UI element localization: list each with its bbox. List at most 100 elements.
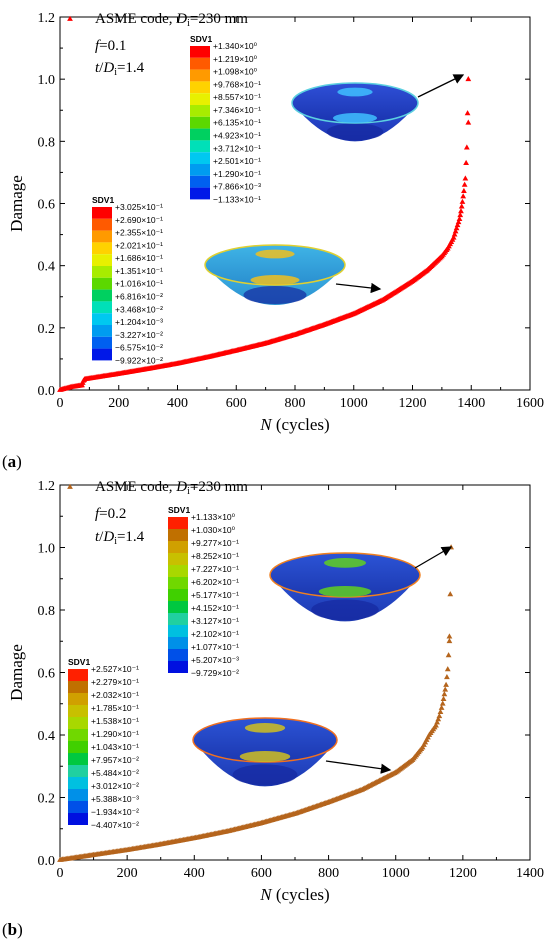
contour-legend-title: SDV1 <box>168 505 190 515</box>
contour-legend-value: +2.102×10⁻¹ <box>191 629 239 639</box>
legend-marker <box>67 483 73 489</box>
y-axis-label: Damage <box>7 644 26 701</box>
contour-color-swatch <box>68 753 88 765</box>
data-point <box>454 222 461 228</box>
x-axis-label: N (cycles) <box>259 885 329 904</box>
data-point <box>451 231 458 237</box>
annotation-sep: / <box>99 60 104 76</box>
contour-legend-title: SDV1 <box>190 34 212 44</box>
contour-color-swatch <box>190 140 210 153</box>
contour-color-swatch <box>168 541 188 553</box>
legend-label-sub: i <box>187 486 190 497</box>
data-point <box>434 719 440 725</box>
data-point <box>455 218 462 225</box>
contour-color-swatch <box>92 301 112 314</box>
contour-color-swatch <box>168 637 188 649</box>
contour-color-swatch <box>92 277 112 290</box>
annotation: t/Di=1.4 <box>95 60 145 78</box>
contour-color-swatch <box>68 813 88 825</box>
annotation-var: f <box>95 506 101 522</box>
x-tick-label: 400 <box>184 866 205 881</box>
contour-legend: SDV1+2.527×10⁻¹ +2.279×10⁻¹ +2.032×10⁻¹ +1.… <box>68 657 139 830</box>
contour-legend-value: +9.768×10⁻¹ <box>213 79 261 89</box>
annotation-sub: i <box>114 67 117 78</box>
bowl-bottom <box>232 764 298 786</box>
contour-color-swatch <box>92 242 112 255</box>
x-tick-label: 400 <box>167 396 188 411</box>
legend-label-part: ASME code, <box>95 479 176 495</box>
x-axis-label: N (cycles) <box>259 415 329 434</box>
annotation-val: =0.1 <box>99 38 126 54</box>
x-tick-label: 1200 <box>399 396 427 411</box>
contour-color-swatch <box>92 348 112 361</box>
contour-legend-value: +6.202×10⁻¹ <box>191 577 239 587</box>
contour-legend-value: +2.021×10⁻¹ <box>115 240 163 250</box>
y-tick-label: 1.0 <box>38 542 56 557</box>
contour-legend-title: SDV1 <box>68 657 90 667</box>
legend-label: ASME code, Di=230 mm <box>95 479 248 497</box>
chart-panel-b: 0 200 400 600 800 1000 1200 1400 0.0 0.2 0.4 0.6 0.8… <box>7 479 544 904</box>
contour-color-swatch <box>92 289 112 302</box>
legend: ASME code, Di=230 mm <box>95 11 248 29</box>
contour-legend-value: +2.690×10⁻¹ <box>115 215 163 225</box>
x-tick-label: 800 <box>285 396 306 411</box>
contour-legend-value: −4.407×10⁻² <box>91 820 139 830</box>
x-tick-label: 0 <box>57 396 64 411</box>
fea-contour-image <box>192 717 392 787</box>
contour-legend-value: +1.077×10⁻¹ <box>191 642 239 652</box>
legend-marker <box>67 15 73 21</box>
data-point <box>464 110 471 116</box>
y-tick-label: 0.2 <box>38 322 56 337</box>
y-tick-label: 0.6 <box>38 667 56 682</box>
data-point <box>444 666 451 672</box>
data-point <box>445 652 452 658</box>
data-point <box>461 181 468 187</box>
legend-label: ASME code, Di=230 mm <box>95 11 248 29</box>
contour-color-swatch <box>190 164 210 176</box>
data-point <box>440 695 447 701</box>
contour-legend: SDV1+1.133×10⁰ +1.030×10⁰ +9.277×10⁻¹ +8.25… <box>168 505 239 678</box>
legend-label-part: D <box>175 11 187 27</box>
panel-label-b: (b) <box>2 920 23 939</box>
chart-panel-a: 0 200 400 600 800 1000 1200 1400 1600 0.0 0.2 0.4 0.… <box>7 11 544 434</box>
legend-label-part: ASME code, <box>95 11 176 27</box>
data-point <box>443 681 449 687</box>
annotation: f=0.1 <box>95 38 126 54</box>
legend: ASME code, Di=230 mm <box>95 479 248 497</box>
data-point <box>452 228 459 234</box>
contour-color-swatch <box>68 717 88 729</box>
data-point <box>458 208 464 214</box>
data-point <box>446 638 453 644</box>
annotation-var: t <box>95 60 100 76</box>
x-tick-label: 0 <box>57 866 64 881</box>
contour-legend-value: −9.922×10⁻² <box>115 355 163 365</box>
annotation-var: D <box>102 529 114 545</box>
annotation-sep: / <box>99 529 104 545</box>
x-tick-label: 800 <box>318 866 339 881</box>
x-axis-label-unit: (cycles) <box>272 885 330 904</box>
contour-color-swatch <box>168 613 188 625</box>
contour-color-swatch <box>68 741 88 753</box>
contour-legend-value: +2.279×10⁻¹ <box>91 677 139 687</box>
data-point <box>459 198 466 204</box>
contour-color-swatch <box>92 230 112 243</box>
data-point <box>462 175 469 181</box>
contour-color-swatch <box>68 693 88 705</box>
hotspot-top <box>324 558 366 568</box>
contour-color-swatch <box>190 128 210 141</box>
contour-color-swatch <box>190 81 210 94</box>
contour-legend-value: +2.355×10⁻¹ <box>115 228 163 238</box>
data-point <box>465 75 472 82</box>
y-tick-label: 0.8 <box>38 604 56 619</box>
contour-color-swatch <box>168 517 188 529</box>
legend-label-part: =230 mm <box>190 11 248 27</box>
contour-color-swatch <box>168 553 188 565</box>
contour-legend-value: +7.346×10⁻¹ <box>213 105 261 115</box>
data-point <box>463 159 469 166</box>
contour-color-swatch <box>68 729 88 741</box>
data-point <box>453 225 460 231</box>
contour-legend-value: +7.866×10⁻³ <box>213 182 261 192</box>
annotation-var: t <box>95 529 100 545</box>
contour-legend-value: +7.957×10⁻² <box>91 755 139 765</box>
contour-color-swatch <box>168 529 188 541</box>
